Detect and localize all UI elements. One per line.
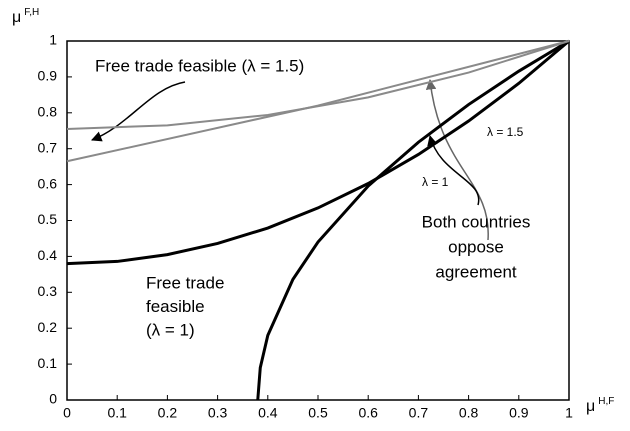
x-tick-label: 0.4 [258,405,278,421]
x-tick-label: 0.1 [107,405,127,421]
y-tick-label: 0.2 [38,319,58,335]
x-tick-label: 0 [63,405,71,421]
y_label-text: μ [12,9,21,26]
annotation: λ = 1.5 [487,125,524,139]
x-tick-label: 0.5 [308,405,328,421]
y_label: μ F,H [12,7,39,27]
arrow [91,81,186,142]
line [66,40,570,130]
line [66,39,570,266]
x_label-text: μ [586,398,595,415]
x_label: μ H,F [586,396,614,416]
y-tick-label: 0.1 [38,355,58,371]
y-tick-label: 0 [49,391,57,407]
annotation: λ = 1 [422,175,449,189]
x-tick-label: 0.3 [208,405,228,421]
x-tick-label: 0.6 [358,405,378,421]
annotation: feasible [146,297,205,316]
x-tick-label: 0.9 [509,405,529,421]
line [256,39,570,401]
y-tick-label: 0.3 [38,283,58,299]
x-tick-label: 0.2 [158,405,178,421]
y-tick-label: 0.9 [38,68,58,84]
annotation: Free trade feasible (λ = 1.5) [95,56,304,75]
y_label-sup: F,H [24,7,39,18]
annotation: oppose [448,237,504,256]
line [66,40,570,163]
y-tick-label: 0.4 [38,247,58,263]
annotation: agreement [435,262,517,281]
x-tick-label: 1 [565,405,573,421]
y-tick-label: 0.7 [38,139,58,155]
arrow [427,134,480,206]
y-tick-label: 0.5 [38,211,58,227]
annotation: Free trade [146,273,224,292]
x-tick-label: 0.8 [459,405,479,421]
y-tick-label: 0.8 [38,104,58,120]
arrow [425,78,489,241]
x-tick-label: 0.7 [409,405,429,421]
y-tick-label: 1 [49,32,57,48]
y-tick-label: 0.6 [38,175,58,191]
annotation: (λ = 1) [146,320,195,339]
x_label-sup: H,F [598,396,614,407]
annotation: Both countries [422,212,531,231]
